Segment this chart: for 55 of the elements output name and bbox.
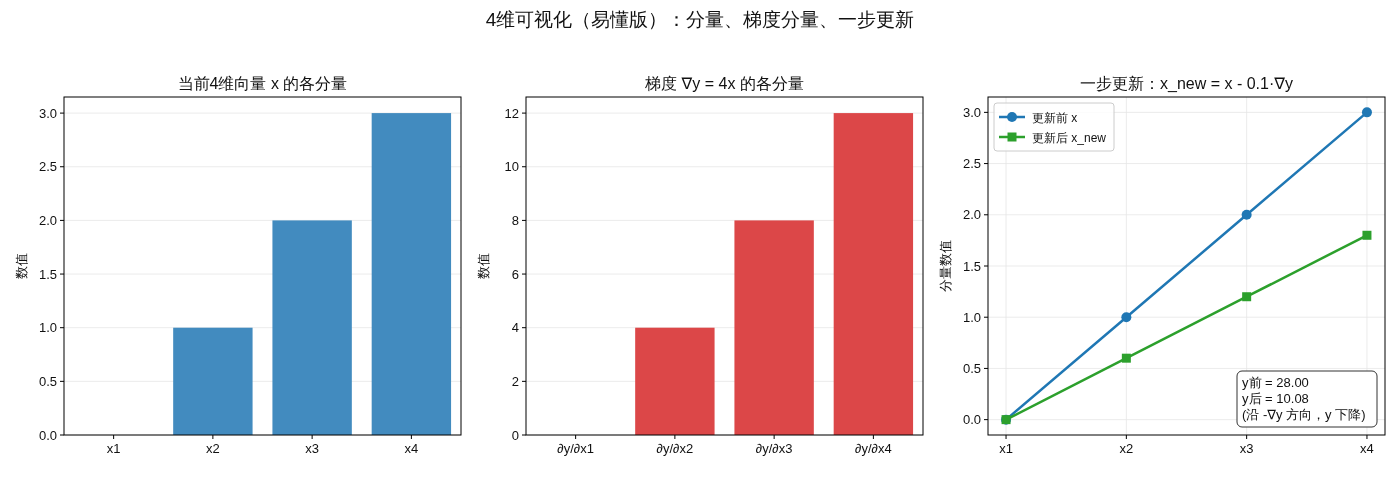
x-tick-label: x4 — [1360, 441, 1374, 456]
chart-title: 一步更新：x_new = x - 0.1·∇y — [1080, 75, 1293, 93]
y-tick-label: 12 — [504, 105, 519, 121]
x-tick-label: ∂y/∂x2 — [656, 441, 694, 456]
x-tick-label: x3 — [305, 441, 319, 456]
y-tick-label: 6 — [511, 266, 519, 282]
y-tick-label: 1.5 — [38, 266, 57, 282]
y-tick-label: 3.0 — [38, 105, 57, 121]
y-axis-title: 数值 — [14, 253, 29, 279]
y-tick-label: 0 — [511, 427, 519, 443]
y-tick-label: 2.5 — [38, 159, 57, 175]
point — [1121, 353, 1131, 363]
y-tick-label: 1.0 — [38, 320, 57, 336]
point — [1362, 230, 1372, 240]
y-tick-label: 2.0 — [962, 207, 981, 223]
point — [1361, 107, 1372, 118]
x-tick-label: x2 — [206, 441, 220, 456]
bar — [734, 220, 814, 435]
x-tick-label: x2 — [1119, 441, 1134, 456]
y-tick-label: 3.0 — [962, 104, 981, 120]
y-tick-label: 2.0 — [38, 212, 57, 228]
bar — [833, 113, 914, 435]
chart-title: 当前4维向量 x 的各分量 — [177, 75, 348, 92]
y-tick-label: 0.0 — [962, 412, 981, 428]
x-tick-label: ∂y/∂x1 — [557, 441, 594, 456]
chart-title: 梯度 ∇y = 4x 的各分量 — [644, 75, 804, 92]
point — [1121, 312, 1132, 323]
annotation: y前 = 28.00 y后 = 10.08 (沿 -∇y 方向，y 下降) — [1242, 375, 1366, 422]
y-axis-title: 数值 — [476, 253, 491, 279]
y-tick-label: 0.0 — [38, 427, 57, 443]
y-tick-label: 0.5 — [962, 360, 981, 376]
y-tick-label: 2 — [511, 373, 519, 389]
legend-label: 更新前 x — [1032, 110, 1078, 125]
y-tick-label: 10 — [504, 159, 519, 175]
x-tick-label: x3 — [1239, 441, 1254, 456]
text: 4维可视化（易懂版）：分量、梯度分量、一步更新 — [485, 9, 915, 30]
x-tick-label: x1 — [106, 441, 121, 456]
x-tick-label: ∂y/∂x4 — [855, 441, 892, 456]
y-tick-label: 4 — [511, 320, 519, 336]
y-axis-title: 分量数值 — [938, 240, 953, 292]
legend-label: 更新后 x_new — [1032, 130, 1107, 145]
y-tick-label: 1.5 — [962, 258, 981, 274]
point — [1242, 292, 1252, 302]
y-tick-label: 0.5 — [38, 373, 57, 389]
bar — [173, 327, 253, 435]
bar — [371, 113, 452, 435]
y-tick-label: 2.5 — [962, 156, 981, 172]
x-tick-label: x4 — [404, 441, 419, 456]
bar — [635, 327, 715, 435]
point — [1241, 209, 1252, 220]
x-tick-label: ∂y/∂x3 — [755, 441, 793, 456]
y-tick-label: 1.0 — [962, 309, 981, 325]
y-tick-label: 8 — [511, 212, 519, 228]
x-tick-label: x1 — [999, 441, 1013, 456]
bar — [272, 220, 352, 435]
